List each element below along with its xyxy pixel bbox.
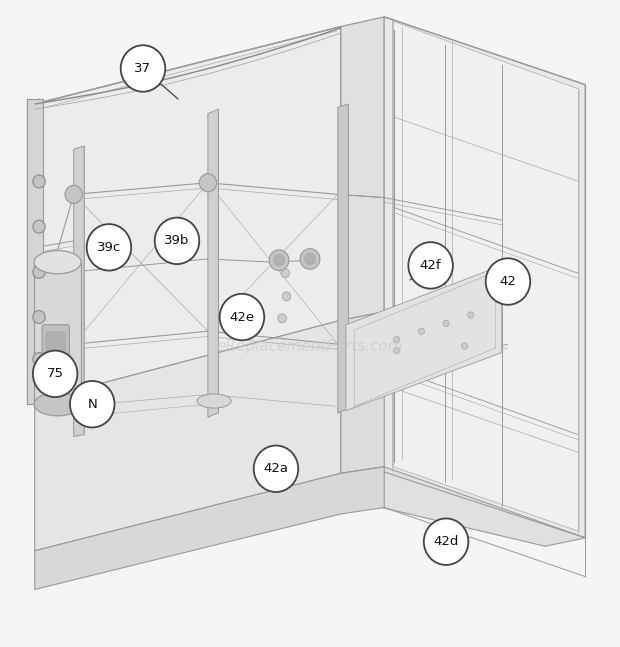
Text: 42a: 42a bbox=[264, 462, 288, 476]
Circle shape bbox=[65, 185, 82, 203]
Text: eReplacementParts.com: eReplacementParts.com bbox=[216, 338, 404, 354]
Circle shape bbox=[300, 248, 320, 269]
Text: 42: 42 bbox=[500, 275, 516, 288]
Ellipse shape bbox=[34, 250, 81, 274]
FancyBboxPatch shape bbox=[42, 325, 69, 371]
Polygon shape bbox=[346, 265, 502, 411]
Polygon shape bbox=[35, 27, 341, 401]
Circle shape bbox=[443, 320, 449, 327]
Circle shape bbox=[121, 45, 166, 92]
Polygon shape bbox=[208, 109, 218, 417]
Circle shape bbox=[33, 311, 45, 324]
Text: 42e: 42e bbox=[229, 311, 255, 324]
Circle shape bbox=[199, 173, 216, 192]
Text: 37: 37 bbox=[135, 62, 151, 75]
Circle shape bbox=[70, 381, 115, 428]
Polygon shape bbox=[341, 17, 384, 320]
Circle shape bbox=[418, 328, 425, 334]
Circle shape bbox=[467, 312, 474, 318]
Circle shape bbox=[461, 343, 467, 349]
Circle shape bbox=[304, 253, 316, 265]
Circle shape bbox=[273, 254, 285, 266]
Circle shape bbox=[278, 314, 286, 323]
Circle shape bbox=[409, 242, 453, 289]
Ellipse shape bbox=[34, 393, 81, 416]
Polygon shape bbox=[35, 320, 341, 551]
Circle shape bbox=[282, 292, 291, 301]
Circle shape bbox=[33, 265, 45, 278]
Circle shape bbox=[269, 250, 289, 270]
Polygon shape bbox=[384, 17, 585, 538]
Circle shape bbox=[281, 269, 290, 278]
Text: 75: 75 bbox=[46, 367, 64, 380]
Circle shape bbox=[33, 220, 45, 233]
Circle shape bbox=[394, 336, 400, 343]
Circle shape bbox=[219, 294, 264, 340]
FancyBboxPatch shape bbox=[46, 332, 66, 364]
Ellipse shape bbox=[197, 394, 231, 408]
Circle shape bbox=[394, 347, 400, 354]
Text: N: N bbox=[87, 398, 97, 411]
Polygon shape bbox=[341, 312, 384, 474]
Polygon shape bbox=[35, 467, 384, 589]
Polygon shape bbox=[74, 146, 84, 437]
Polygon shape bbox=[341, 467, 585, 546]
Text: 39c: 39c bbox=[97, 241, 121, 254]
Circle shape bbox=[424, 518, 468, 565]
Circle shape bbox=[87, 224, 131, 270]
Circle shape bbox=[33, 351, 78, 397]
Polygon shape bbox=[27, 99, 43, 404]
Circle shape bbox=[33, 353, 45, 366]
Text: 39b: 39b bbox=[164, 234, 190, 247]
Polygon shape bbox=[338, 104, 348, 413]
Text: 42f: 42f bbox=[420, 259, 441, 272]
Circle shape bbox=[254, 446, 298, 492]
Polygon shape bbox=[34, 262, 81, 404]
Text: 42d: 42d bbox=[433, 535, 459, 548]
Circle shape bbox=[485, 258, 530, 305]
Polygon shape bbox=[394, 21, 579, 531]
Circle shape bbox=[155, 217, 199, 264]
Circle shape bbox=[33, 175, 45, 188]
